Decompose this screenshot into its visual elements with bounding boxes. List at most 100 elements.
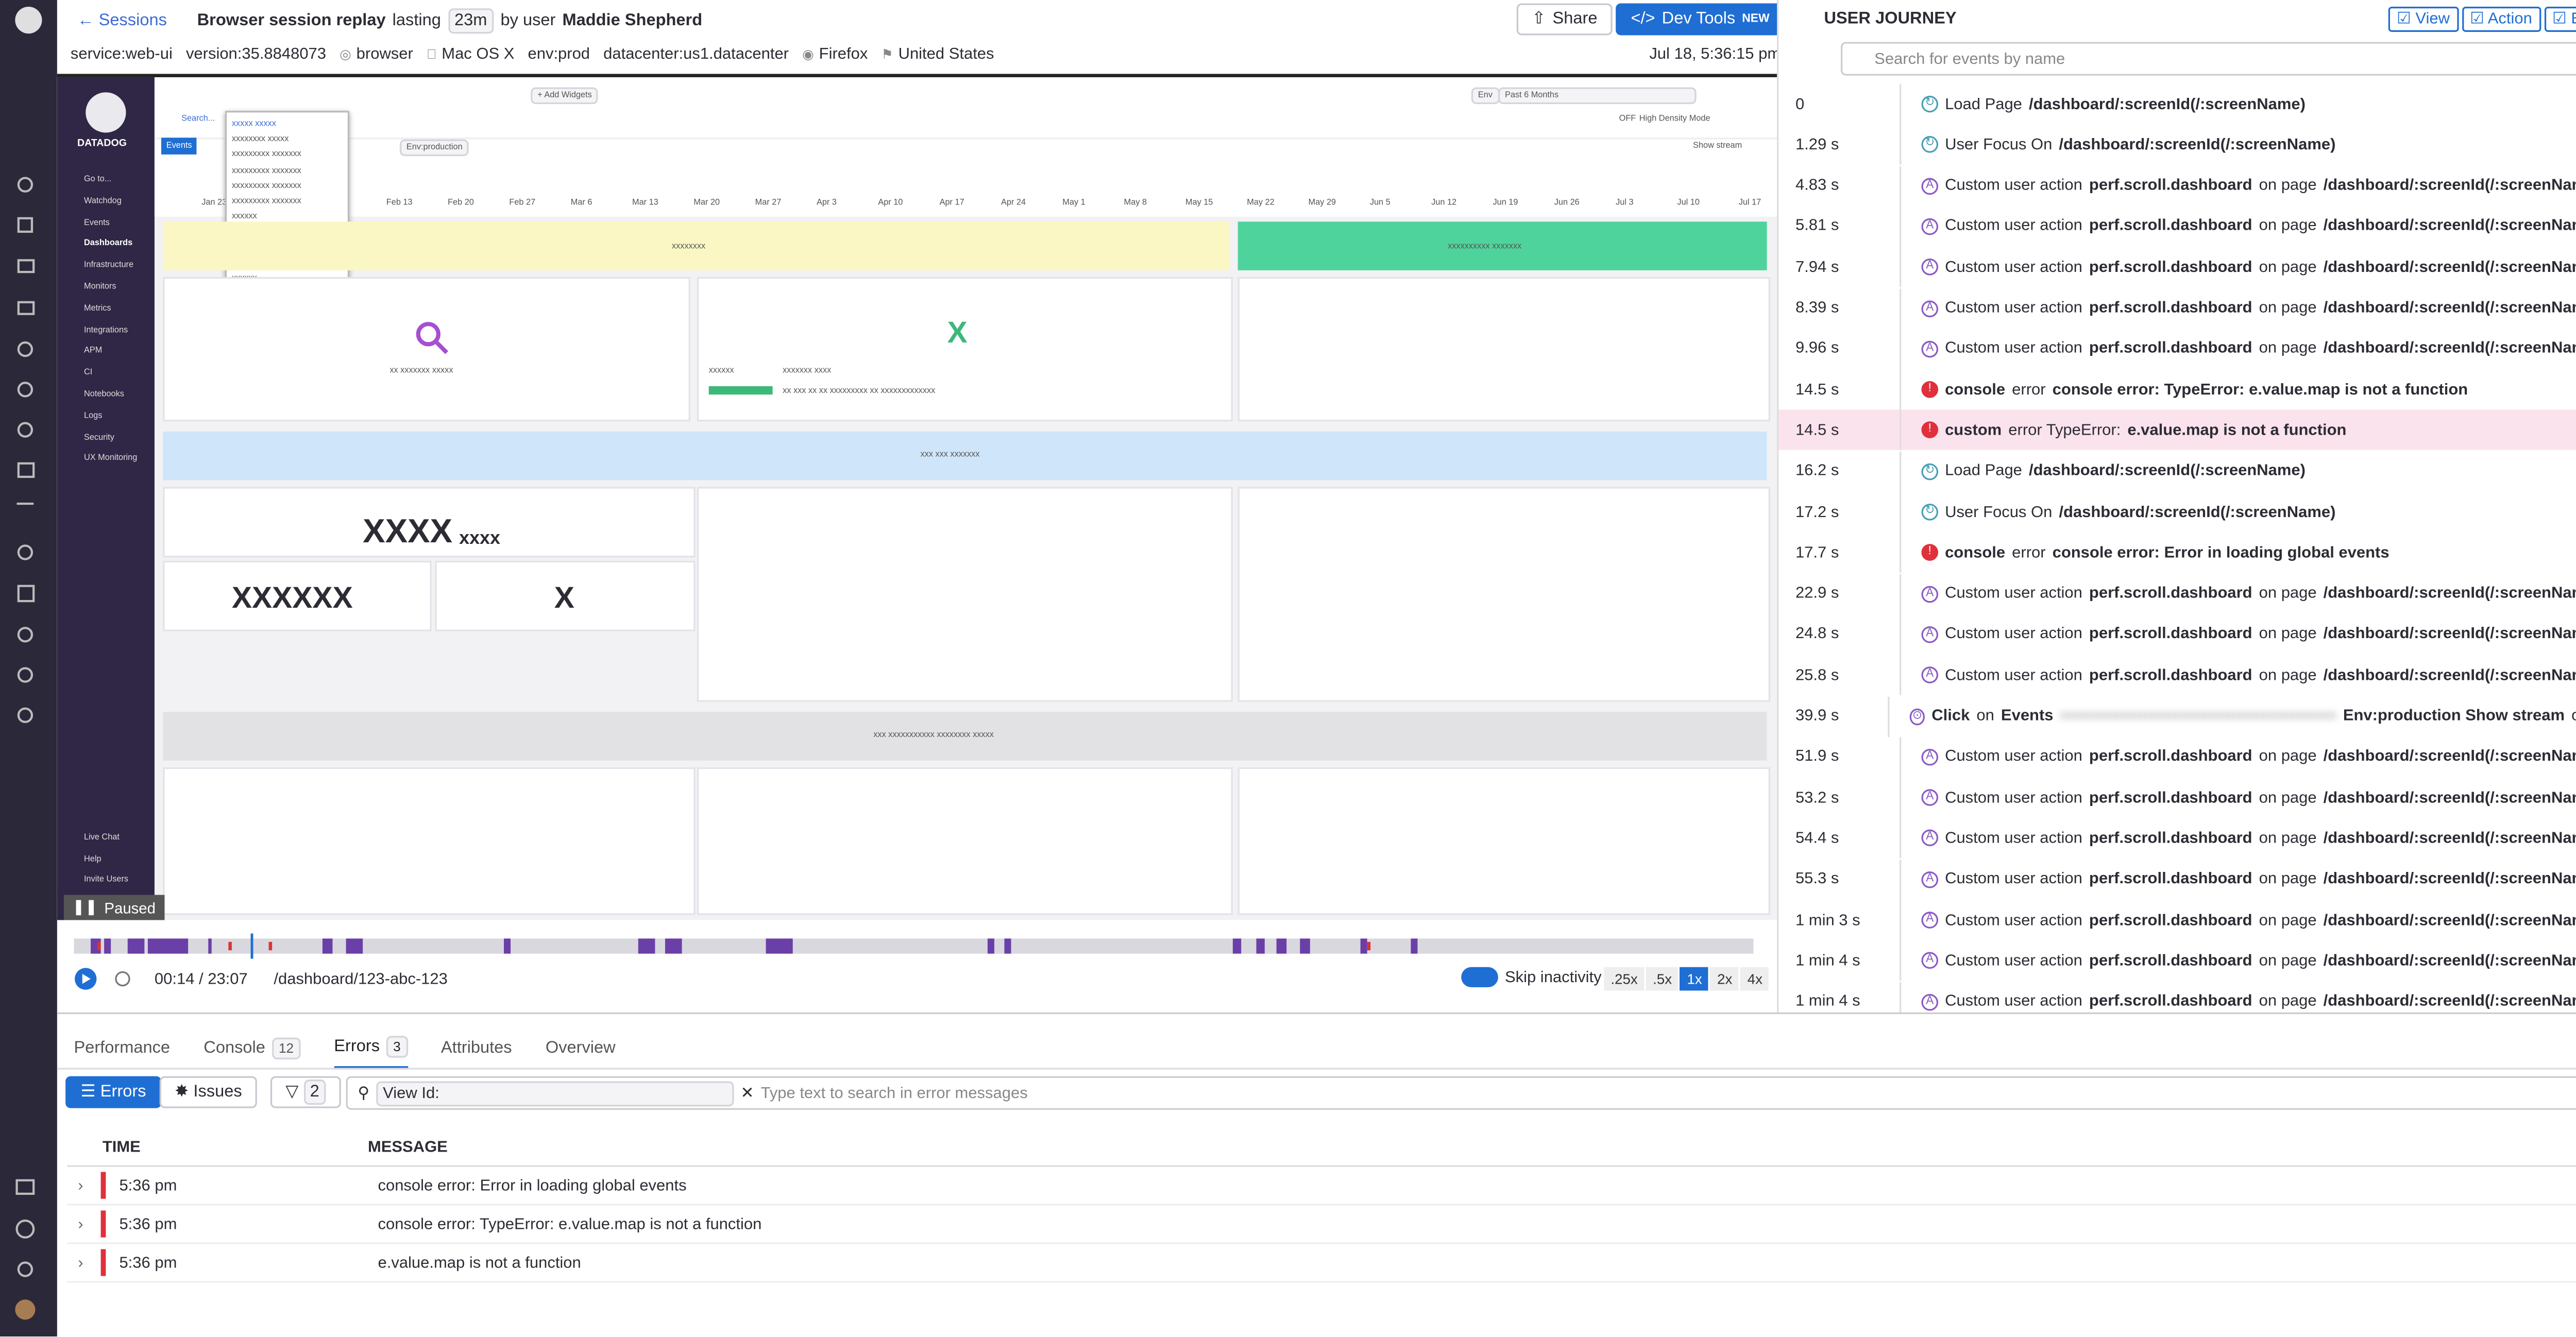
skip-toggle[interactable]: Skip inactivity [1461,967,1602,987]
error-row[interactable]: › 5:36 pm console error: TypeError: e.valu… [67,1206,2576,1244]
tab[interactable]: Attributes [441,1039,512,1066]
speed[interactable]: 2x [1710,967,1739,991]
skip-text[interactable]: Skip inactivity [1504,968,1602,987]
filter-btn[interactable]: ▽ 2 [270,1076,342,1108]
expand[interactable]: › [78,1253,83,1272]
menu-item: Integrations [84,325,128,335]
journey-row[interactable]: 14.5 s! custom error TypeError: e.value.map… [1778,410,2576,451]
tag-icon: ⚑ [871,47,893,62]
tag-text: browser [356,45,413,64]
journey-row[interactable]: 22.9 s A Custom user action perf.scroll.das… [1778,573,2576,614]
journey-row[interactable]: 1 min 4 s A Custom user action perf.scroll.… [1778,940,2576,981]
error-search[interactable]: ⚲ View Id: ✕ Type text to search in error… [346,1076,2576,1110]
event-time: 39.9 s [1795,707,1839,726]
event-text: /dashboard/:screenId(/:screenName) [2323,911,2576,930]
tab-label[interactable]: Overview [545,1039,616,1058]
errors-btn-text[interactable]: Errors [100,1083,146,1102]
tab-label[interactable]: Console [204,1039,265,1058]
journey-row[interactable]: 17.2 s ↻ User Focus On/dashboard/:screenId… [1778,492,2576,533]
journey-row[interactable]: 16.2 s ↻ Load Page/dashboard/:screenId(/:s… [1778,451,2576,492]
event-text: /dashboard/:screenId(/:screenName) [2323,870,2576,889]
tag-text: env:prod [517,45,590,64]
back-text[interactable]: Sessions [98,11,167,30]
filter-text[interactable]: Error [2571,10,2576,29]
date-label: Jul 17 [1738,198,1761,209]
dropdown-item: xxxxxx [231,212,257,222]
expand[interactable]: › [78,1176,83,1195]
journey-row[interactable]: 0 ↻ Load Page/dashboard/:screenId(/:screen… [1778,84,2576,125]
speed[interactable]: .25x [1604,967,1645,991]
journey-row[interactable]: 5.81 s A Custom user action perf.scroll.das… [1778,206,2576,247]
event-time: 51.9 s [1795,747,1839,766]
journey-row[interactable]: 1.29 s ↻ User Focus On/dashboard/:screenId… [1778,125,2576,165]
scrubber[interactable] [67,933,1764,961]
play-controls[interactable] [74,967,141,991]
journey-row[interactable]: 51.9 s A Custom user action perf.scroll.das… [1778,736,2576,777]
event-text: /dashboard/:screenId(/:screenName) [2059,135,2336,155]
tab-label[interactable]: Attributes [440,1039,512,1058]
toggle-group: ☰ Errors ✸ Issues ▽ 2 [65,1076,342,1108]
group-title: xxx xxx xxxxxxx [920,450,980,460]
event-icon: A [1921,789,1939,807]
error-row[interactable]: › 5:36 pm e.value.map is not a function [67,1244,2576,1283]
issues-btn-text[interactable]: Issues [193,1083,242,1102]
divider [67,1165,2576,1167]
journey-row[interactable]: 4.83 s A Custom user action perf.scroll.das… [1778,165,2576,206]
tab[interactable]: Performance [74,1039,170,1066]
event-text: console error: Error in loading global e… [2052,543,2389,562]
event-icon: A [1921,177,1939,194]
error-row[interactable]: › 5:36 pm console error: Error in loading … [67,1167,2576,1206]
event-text: error [2012,380,2046,399]
back-link[interactable]: ← Sessions [77,11,167,30]
journey-row[interactable]: 39.9 s ⊙ Click on Events xxxxxxxxxxxxxxxxxxxx… [1778,696,2576,736]
event-icon: A [1921,912,1939,929]
journey-row[interactable]: 53.2 s A Custom user action perf.scroll.das… [1778,777,2576,818]
errors-btn[interactable]: ☰ Errors [65,1076,161,1108]
col-head: TIME [102,1138,141,1157]
replay-sidebar [57,77,155,920]
issues-btn[interactable]: ✸ Issues [159,1076,257,1108]
speed[interactable]: .5x [1646,967,1679,991]
journey-row[interactable]: 1 min 4 s A Custom user action perf.scroll.… [1778,981,2576,1013]
share-button[interactable]: ⇧ Share [1516,3,1613,36]
filter-text[interactable]: View [2415,10,2450,29]
journey-row[interactable]: 9.96 s A Custom user action perf.scroll.das… [1778,329,2576,369]
devtools-button[interactable]: </> Dev Tools NEW [1616,3,1785,36]
journey-search[interactable] [1840,42,2576,76]
tab[interactable]: Console 12 [204,1037,301,1068]
journey-row[interactable]: 24.8 s A Custom user action perf.scroll.das… [1778,614,2576,655]
devtools-text[interactable]: Dev Tools [1662,10,1736,29]
journey-row[interactable]: 17.7 s! console error console error: Error … [1778,533,2576,573]
speed[interactable]: 4x [1740,967,1770,991]
journey-row[interactable]: 1 min 3 s A Custom user action perf.scroll.… [1778,900,2576,940]
error-search-text[interactable]: Type text to search in error messages [760,1084,1028,1103]
tab[interactable]: Overview [546,1039,616,1066]
journey-row[interactable]: 7.94 s A Custom user action perf.scroll.das… [1778,247,2576,288]
share-text[interactable]: Share [1552,10,1598,29]
expand[interactable]: › [78,1214,83,1233]
filter-chip[interactable]: ☑ View [2388,7,2459,32]
event-text: on page [2259,992,2317,1011]
tab-label[interactable]: Performance [74,1039,171,1058]
event-time: 9.96 s [1795,339,1839,358]
event-text: on page [2259,625,2317,644]
journey-row[interactable]: 25.8 s A Custom user action perf.scroll.das… [1778,655,2576,696]
journey-row[interactable]: 54.4 s A Custom user action perf.scroll.das… [1778,818,2576,859]
tab[interactable]: Errors 3 [334,1036,408,1070]
event-time: 0 [1795,95,1805,114]
speed[interactable]: 1x [1680,967,1709,991]
date-label: Apr 24 [1001,198,1026,209]
tab-label[interactable]: Errors [334,1037,380,1056]
menu-item: Help [84,853,101,864]
event-text: /dashboard/:screenId(/:screenName) [2323,299,2576,318]
event-text: perf.scroll.dashboard [2089,339,2252,358]
journey-row[interactable]: 55.3 s A Custom user action perf.scroll.das… [1778,859,2576,900]
journey-row[interactable]: 14.5 s! console error console error: TypeEr… [1778,369,2576,410]
filter-chip[interactable]: ☑ Error [2544,7,2576,32]
event-time: 1 min 3 s [1795,911,1860,930]
journey-row[interactable]: 8.39 s A Custom user action perf.scroll.das… [1778,288,2576,329]
filter-text[interactable]: Action [2487,10,2532,29]
date-label: Jun 5 [1369,198,1391,209]
filter-chip[interactable]: ☑ Action [2461,7,2541,32]
journey-search-text[interactable]: Search for events by name [1874,50,2065,69]
